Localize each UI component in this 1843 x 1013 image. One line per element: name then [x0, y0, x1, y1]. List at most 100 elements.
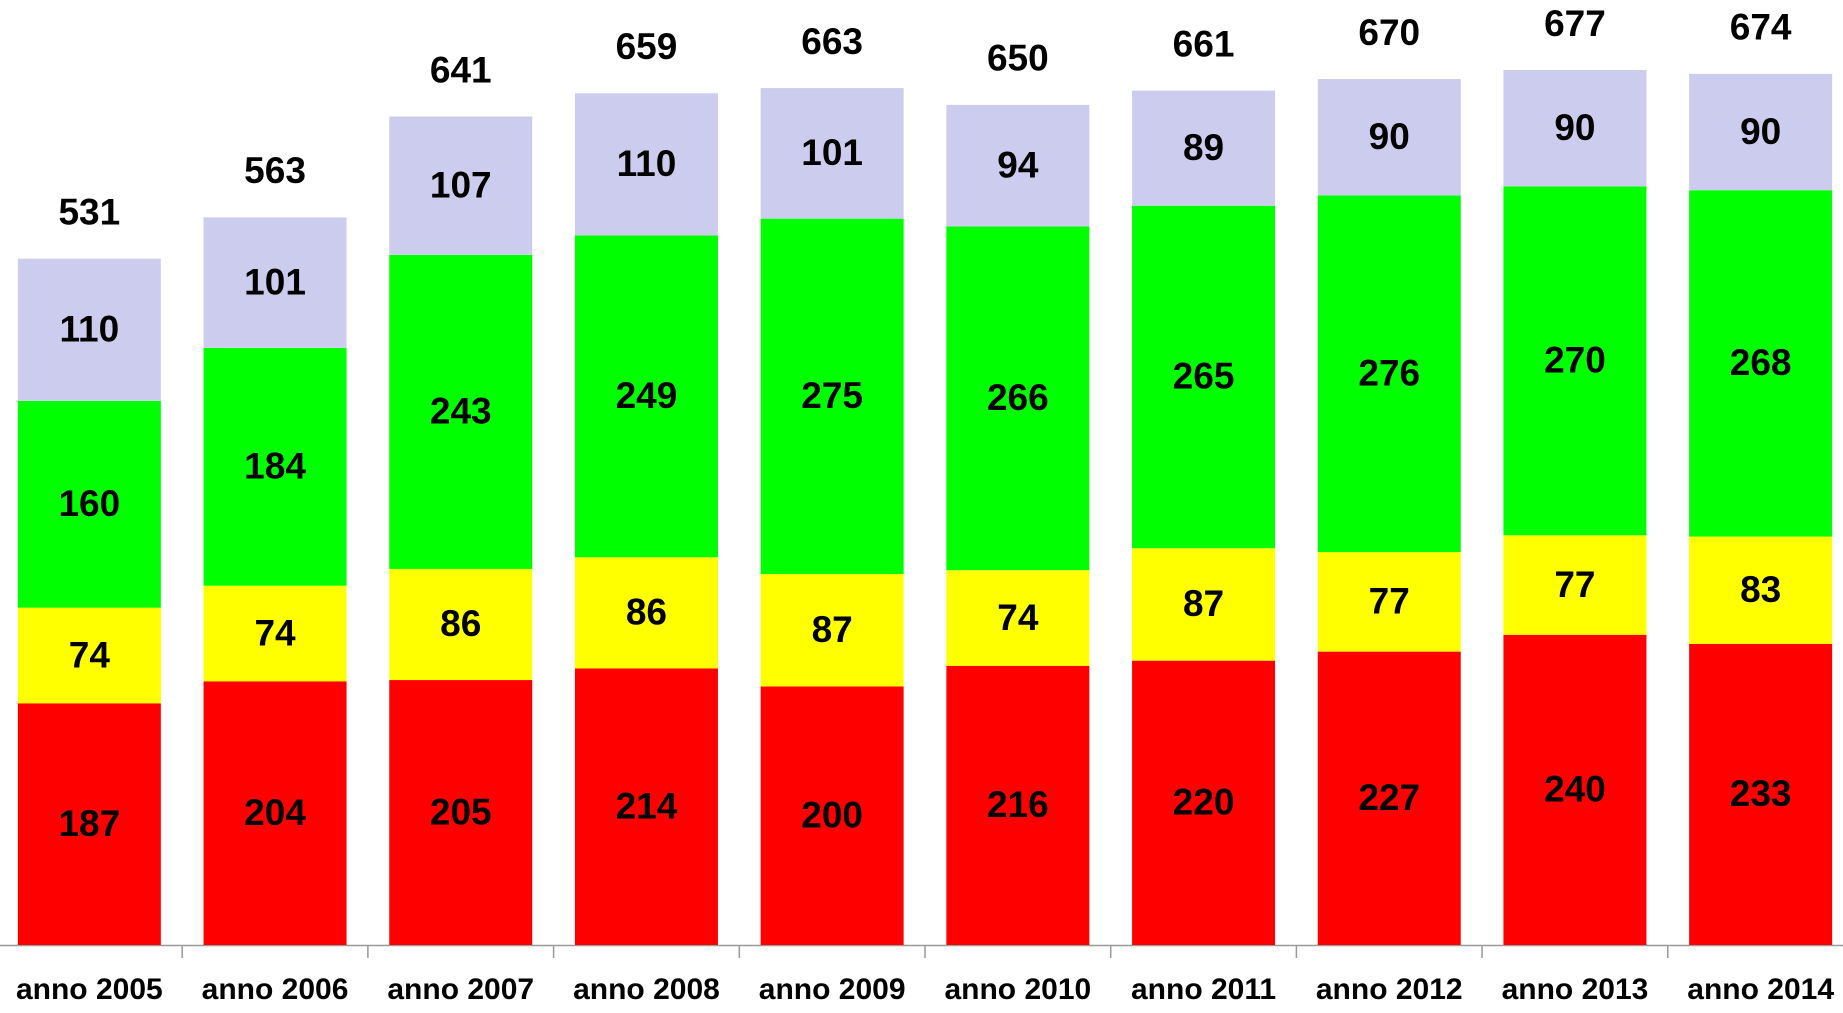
total-label: 650: [987, 38, 1049, 79]
data-label: 270: [1544, 340, 1606, 381]
bar-segment: [1689, 536, 1833, 644]
data-label: 87: [1183, 583, 1224, 624]
data-label: 87: [812, 609, 853, 650]
data-label: 214: [616, 785, 678, 826]
data-label: 227: [1358, 777, 1420, 818]
x-tick-label: anno 2007: [387, 973, 534, 1006]
total-label: 659: [616, 26, 678, 67]
bar-segment: [1689, 190, 1833, 537]
bar-segment: [1689, 643, 1833, 945]
data-label: 77: [1554, 564, 1595, 605]
data-label: 90: [1740, 111, 1781, 152]
data-label: 160: [58, 483, 120, 524]
bar-segment: [946, 226, 1090, 571]
data-label: 101: [801, 132, 863, 173]
bar-segment: [389, 254, 533, 569]
bar-segment: [1503, 70, 1647, 187]
data-label: 249: [616, 375, 678, 416]
bar-segment: [946, 104, 1090, 227]
x-tick-label: anno 2009: [759, 973, 906, 1006]
data-label: 200: [801, 795, 863, 836]
data-label: 216: [987, 784, 1049, 825]
bar-segment: [1132, 90, 1276, 206]
x-tick-label: anno 2008: [573, 973, 720, 1006]
bar-segment: [203, 585, 347, 682]
data-label: 268: [1730, 342, 1792, 383]
data-label: 240: [1544, 769, 1606, 810]
data-label: 233: [1730, 773, 1792, 814]
total-label: 674: [1730, 7, 1792, 48]
data-label: 276: [1358, 353, 1420, 394]
bar-segment: [1132, 660, 1276, 945]
bar-segment: [17, 400, 161, 608]
bar-segment: [1503, 186, 1647, 536]
bar-segment: [760, 218, 904, 575]
total-label: 641: [430, 49, 492, 90]
bar-segment: [1132, 205, 1276, 549]
data-label: 74: [254, 612, 296, 653]
data-label: 243: [430, 391, 492, 432]
data-label: 74: [69, 634, 111, 675]
data-label: 266: [987, 377, 1049, 418]
bar-segment: [760, 88, 904, 219]
data-label: 205: [430, 791, 492, 832]
x-tick-label: anno 2013: [1502, 973, 1649, 1006]
total-label: 563: [244, 150, 306, 191]
bar-segment: [17, 607, 161, 704]
x-tick-label: anno 2012: [1316, 973, 1463, 1006]
bar-segment: [574, 93, 718, 236]
data-label: 220: [1173, 782, 1235, 823]
data-label: 94: [997, 144, 1039, 185]
bar-segment: [1317, 195, 1461, 553]
bar-segment: [574, 235, 718, 558]
bar-segment: [946, 665, 1090, 945]
x-tick-label: anno 2005: [16, 973, 163, 1006]
data-label: 90: [1554, 107, 1595, 148]
data-label: 101: [244, 261, 306, 302]
bar-segment: [760, 574, 904, 687]
bar-segment: [1317, 79, 1461, 196]
data-label: 107: [430, 164, 492, 205]
data-label: 86: [626, 592, 667, 633]
data-label: 77: [1369, 581, 1410, 622]
bar-segment: [203, 217, 347, 348]
data-label: 90: [1369, 116, 1410, 157]
bar-segment: [1503, 634, 1647, 945]
bar-segment: [17, 258, 161, 401]
data-label: 265: [1173, 356, 1235, 397]
data-label: 86: [440, 603, 481, 644]
x-tick-label: anno 2011: [1131, 973, 1276, 1006]
bar-segment: [203, 347, 347, 586]
x-tick-label: anno 2006: [202, 973, 349, 1006]
bar-segment: [389, 116, 533, 255]
total-label: 677: [1544, 3, 1606, 44]
data-label: 74: [997, 597, 1039, 638]
bar-segment: [389, 568, 533, 681]
total-label: 661: [1173, 23, 1235, 64]
bar-segment: [574, 668, 718, 945]
bar-segment: [1132, 548, 1276, 661]
data-label: 83: [1740, 569, 1781, 610]
bar-segment: [1317, 552, 1461, 652]
bar-segment: [203, 681, 347, 945]
data-label: 204: [244, 792, 306, 833]
total-label: 670: [1358, 12, 1420, 53]
bar-segment: [946, 570, 1090, 666]
total-label: 663: [801, 21, 863, 62]
x-tick-label: anno 2010: [944, 973, 1091, 1006]
bar-segment: [1503, 535, 1647, 635]
bar-segment: [1689, 73, 1833, 191]
bar-segment: [17, 703, 161, 945]
bar-segment: [574, 557, 718, 669]
data-label: 275: [801, 375, 863, 416]
bar-segment: [1317, 651, 1461, 945]
total-label: 531: [58, 191, 120, 232]
bar-segment: [389, 680, 533, 945]
data-label: 110: [59, 309, 119, 350]
data-label: 187: [58, 803, 120, 844]
x-tick-label: anno 2014: [1687, 973, 1834, 1006]
data-label: 89: [1183, 127, 1224, 168]
bar-segment: [760, 686, 904, 945]
